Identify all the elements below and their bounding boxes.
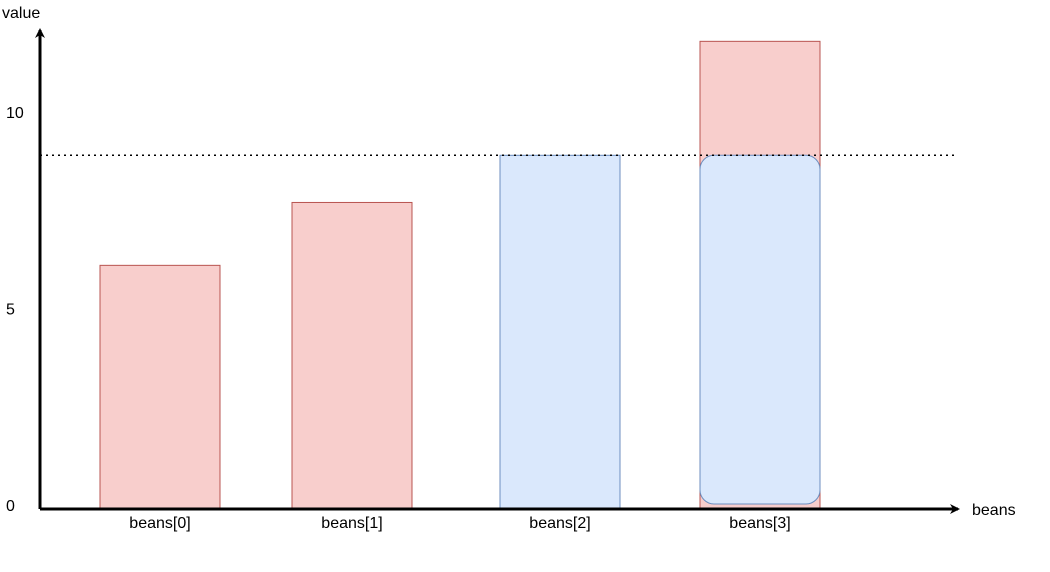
x-category-label: beans[0]	[129, 515, 190, 532]
x-axis-label: beans	[972, 502, 1016, 519]
y-tick-label: 5	[6, 302, 15, 319]
bar-2	[499, 154, 621, 510]
y-axis-label: value	[2, 5, 40, 22]
y-tick-label: 10	[6, 105, 24, 122]
x-category-label: beans[2]	[529, 515, 590, 532]
x-category-label: beans[1]	[321, 515, 382, 532]
bar-1	[291, 201, 413, 510]
x-category-label: beans[3]	[729, 515, 790, 532]
y-tick-label: 0	[6, 498, 15, 515]
y-tick-labels: 0 5 10	[6, 105, 24, 515]
x-category-labels: beans[0] beans[1] beans[2] beans[3]	[129, 515, 790, 532]
bars-layer	[99, 40, 821, 510]
overlay-bar-0	[699, 154, 821, 505]
bar-0	[99, 264, 221, 510]
